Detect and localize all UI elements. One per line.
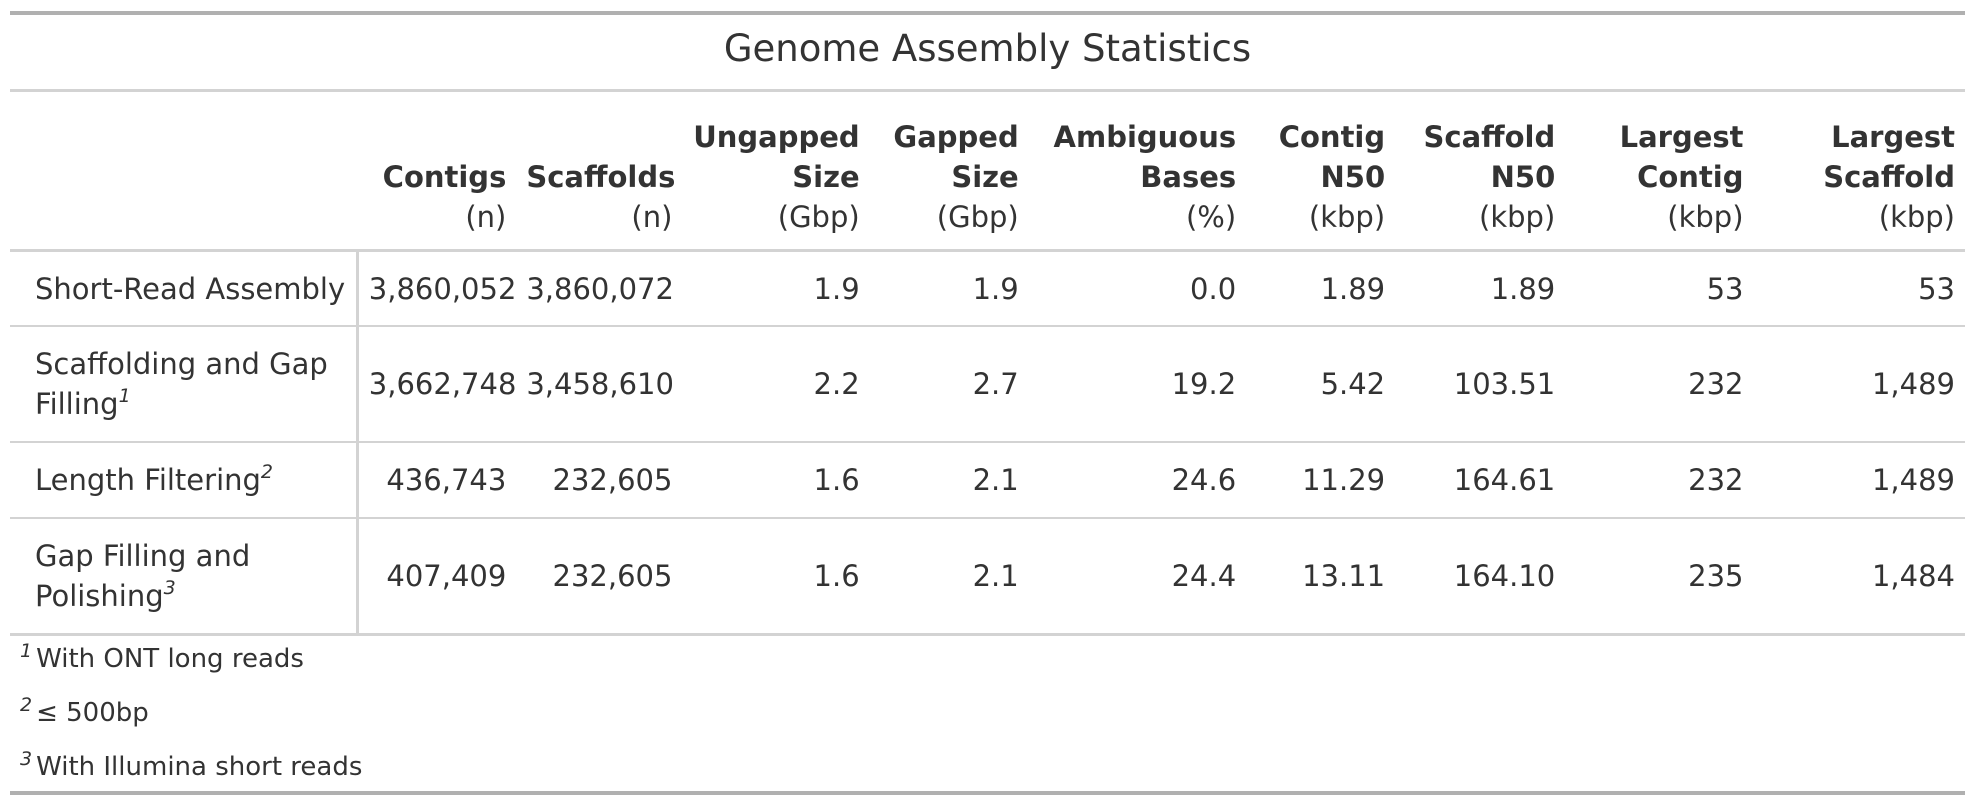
footnote-text: ≤ 500bp: [36, 698, 149, 728]
table-row: Scaffolding and Gap Filling1 3,662,748 3…: [10, 326, 1965, 443]
cell-largest-contig: 53: [1565, 250, 1754, 327]
table-row: Length Filtering2 436,743 232,605 1.6 2.…: [10, 442, 1965, 519]
cell-largest-scaffold: 1,489: [1753, 442, 1965, 519]
cell-scaffold-n50: 103.51: [1395, 326, 1566, 443]
cell-scaffold-n50: 164.61: [1395, 442, 1566, 519]
header-ambiguous-bases: Ambiguous Bases (%): [1028, 92, 1247, 252]
footnote-marker: 1: [20, 640, 33, 662]
bottom-rule: [10, 791, 1965, 795]
cell-contig-n50: 1.89: [1246, 250, 1396, 327]
cell-scaffold-n50: 164.10: [1395, 518, 1566, 636]
footnote: 2 ≤ 500bp: [20, 686, 362, 740]
footnote-text: With Illumina short reads: [36, 752, 363, 782]
cell-gapped-size: 2.1: [869, 518, 1029, 636]
footnote: 3 With Illumina short reads: [20, 740, 362, 794]
cell-ambiguous-bases: 0.0: [1028, 250, 1247, 327]
cell-scaffolds: 3,458,610: [516, 326, 683, 443]
header-largest-contig: Largest Contig (kbp): [1565, 92, 1754, 252]
cell-ambiguous-bases: 19.2: [1028, 326, 1247, 443]
cell-contigs: 3,662,748: [357, 326, 516, 443]
row-label: Short-Read Assembly: [10, 250, 359, 327]
header-scaffolds: Scaffolds (n): [516, 92, 683, 252]
cell-gapped-size: 2.1: [869, 442, 1029, 519]
cell-gapped-size: 1.9: [869, 250, 1029, 327]
cell-contig-n50: 5.42: [1246, 326, 1396, 443]
cell-contig-n50: 13.11: [1246, 518, 1396, 636]
header-contig-n50: Contig N50 (kbp): [1246, 92, 1396, 252]
header-contigs: Contigs (n): [357, 92, 517, 252]
cell-largest-contig: 235: [1565, 518, 1754, 636]
footnote-marker: 3: [20, 748, 33, 770]
cell-contig-n50: 11.29: [1246, 442, 1396, 519]
cell-largest-scaffold: 1,489: [1753, 326, 1965, 443]
header-ungapped-size: Ungapped Size (Gbp): [682, 92, 870, 252]
cell-ungapped-size: 1.6: [682, 442, 870, 519]
footnote: 1 With ONT long reads: [20, 632, 362, 686]
cell-contigs: 3,860,052: [357, 250, 516, 327]
footnote-marker: 2: [260, 461, 274, 483]
footnotes: 1 With ONT long reads 2 ≤ 500bp 3 With Illu…: [20, 632, 362, 794]
cell-scaffolds: 232,605: [516, 442, 683, 519]
title-rule: [10, 89, 1965, 92]
cell-ambiguous-bases: 24.6: [1028, 442, 1247, 519]
table-row: Gap Filling and Polishing3 407,409 232,6…: [10, 518, 1965, 636]
cell-ambiguous-bases: 24.4: [1028, 518, 1247, 636]
cell-ungapped-size: 1.6: [682, 518, 870, 636]
cell-ungapped-size: 1.9: [682, 250, 870, 327]
assembly-stats-table: Contigs (n) Scaffolds (n) Ungapped Size (Gb…: [10, 92, 1965, 636]
cell-scaffold-n50: 1.89: [1395, 250, 1566, 327]
header-gapped-size: Gapped Size (Gbp): [869, 92, 1029, 252]
table-title: Genome Assembly Statistics: [723, 27, 1252, 70]
header-scaffold-n50: Scaffold N50 (kbp): [1395, 92, 1566, 252]
header-largest-scaffold: Largest Scaffold (kbp): [1753, 92, 1965, 252]
footnote-marker: 2: [20, 694, 33, 716]
header-row: Contigs (n) Scaffolds (n) Ungapped Size (Gb…: [10, 92, 1965, 252]
cell-largest-scaffold: 53: [1753, 250, 1965, 327]
row-label: Scaffolding and Gap Filling1: [10, 326, 359, 443]
cell-largest-scaffold: 1,484: [1753, 518, 1965, 636]
header-stub: [10, 92, 358, 252]
row-label: Gap Filling and Polishing3: [10, 518, 359, 636]
cell-scaffolds: 232,605: [516, 518, 683, 636]
top-rule: [10, 11, 1965, 15]
cell-gapped-size: 2.7: [869, 326, 1029, 443]
row-label: Length Filtering2: [10, 442, 359, 519]
cell-scaffolds: 3,860,072: [516, 250, 683, 327]
cell-largest-contig: 232: [1565, 442, 1754, 519]
footnote-text: With ONT long reads: [36, 644, 304, 674]
cell-contigs: 436,743: [357, 442, 517, 519]
cell-ungapped-size: 2.2: [682, 326, 870, 443]
cell-largest-contig: 232: [1565, 326, 1754, 443]
footnote-marker: 3: [163, 577, 176, 599]
footnote-marker: 1: [118, 385, 131, 407]
table-row: Short-Read Assembly 3,860,052 3,860,072 …: [10, 250, 1965, 327]
cell-contigs: 407,409: [357, 518, 517, 636]
